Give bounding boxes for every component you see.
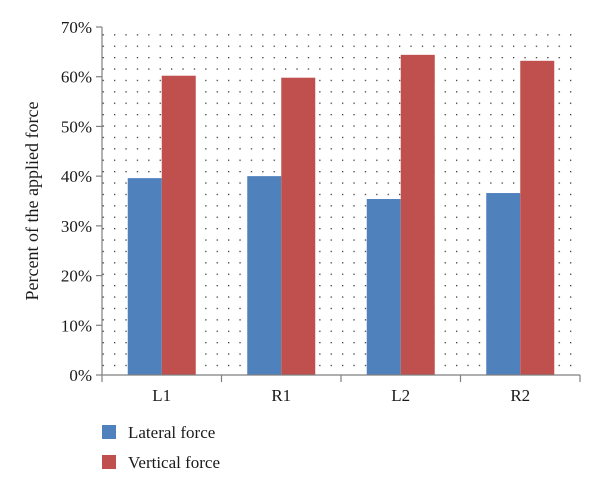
y-tick-label: 10% xyxy=(61,316,92,335)
x-tick-label: L2 xyxy=(391,386,410,405)
y-tick-labels: 0% 10% 20% 30% 40% 50% 60% 70% xyxy=(61,18,92,385)
y-axis-title: Percent of the applied force xyxy=(22,102,42,301)
bar-vertical-force-l1 xyxy=(161,75,196,375)
bar-lateral-force-l1 xyxy=(127,178,162,375)
legend-swatch-vertical-force xyxy=(102,455,116,469)
bar-lateral-force-r1 xyxy=(247,176,282,375)
bar-lateral-force-l2 xyxy=(366,199,401,375)
x-tick-label: R1 xyxy=(271,386,291,405)
bar-lateral-force-r2 xyxy=(486,193,521,375)
y-tick-label: 30% xyxy=(61,217,92,236)
x-tick-labels: L1 R1 L2 R2 xyxy=(152,386,530,405)
y-tick-label: 60% xyxy=(61,68,92,87)
bars-group xyxy=(127,54,555,376)
y-tick-label: 40% xyxy=(61,167,92,186)
x-tick-label: R2 xyxy=(510,386,530,405)
bar-vertical-force-r2 xyxy=(520,60,555,375)
bar-vertical-force-l2 xyxy=(400,54,435,376)
bar-vertical-force-r1 xyxy=(281,77,316,376)
legend-label-vertical-force: Vertical force xyxy=(128,453,220,472)
legend-label-lateral-force: Lateral force xyxy=(128,423,215,442)
y-tick-label: 0% xyxy=(69,366,92,385)
legend-swatch-lateral-force xyxy=(102,425,116,439)
y-tick-label: 70% xyxy=(61,18,92,37)
axes-group xyxy=(96,26,581,382)
y-tick-label: 50% xyxy=(61,117,92,136)
y-tick-label: 20% xyxy=(61,267,92,286)
x-tick-label: L1 xyxy=(152,386,171,405)
legend: Lateral force Vertical force xyxy=(102,423,220,472)
